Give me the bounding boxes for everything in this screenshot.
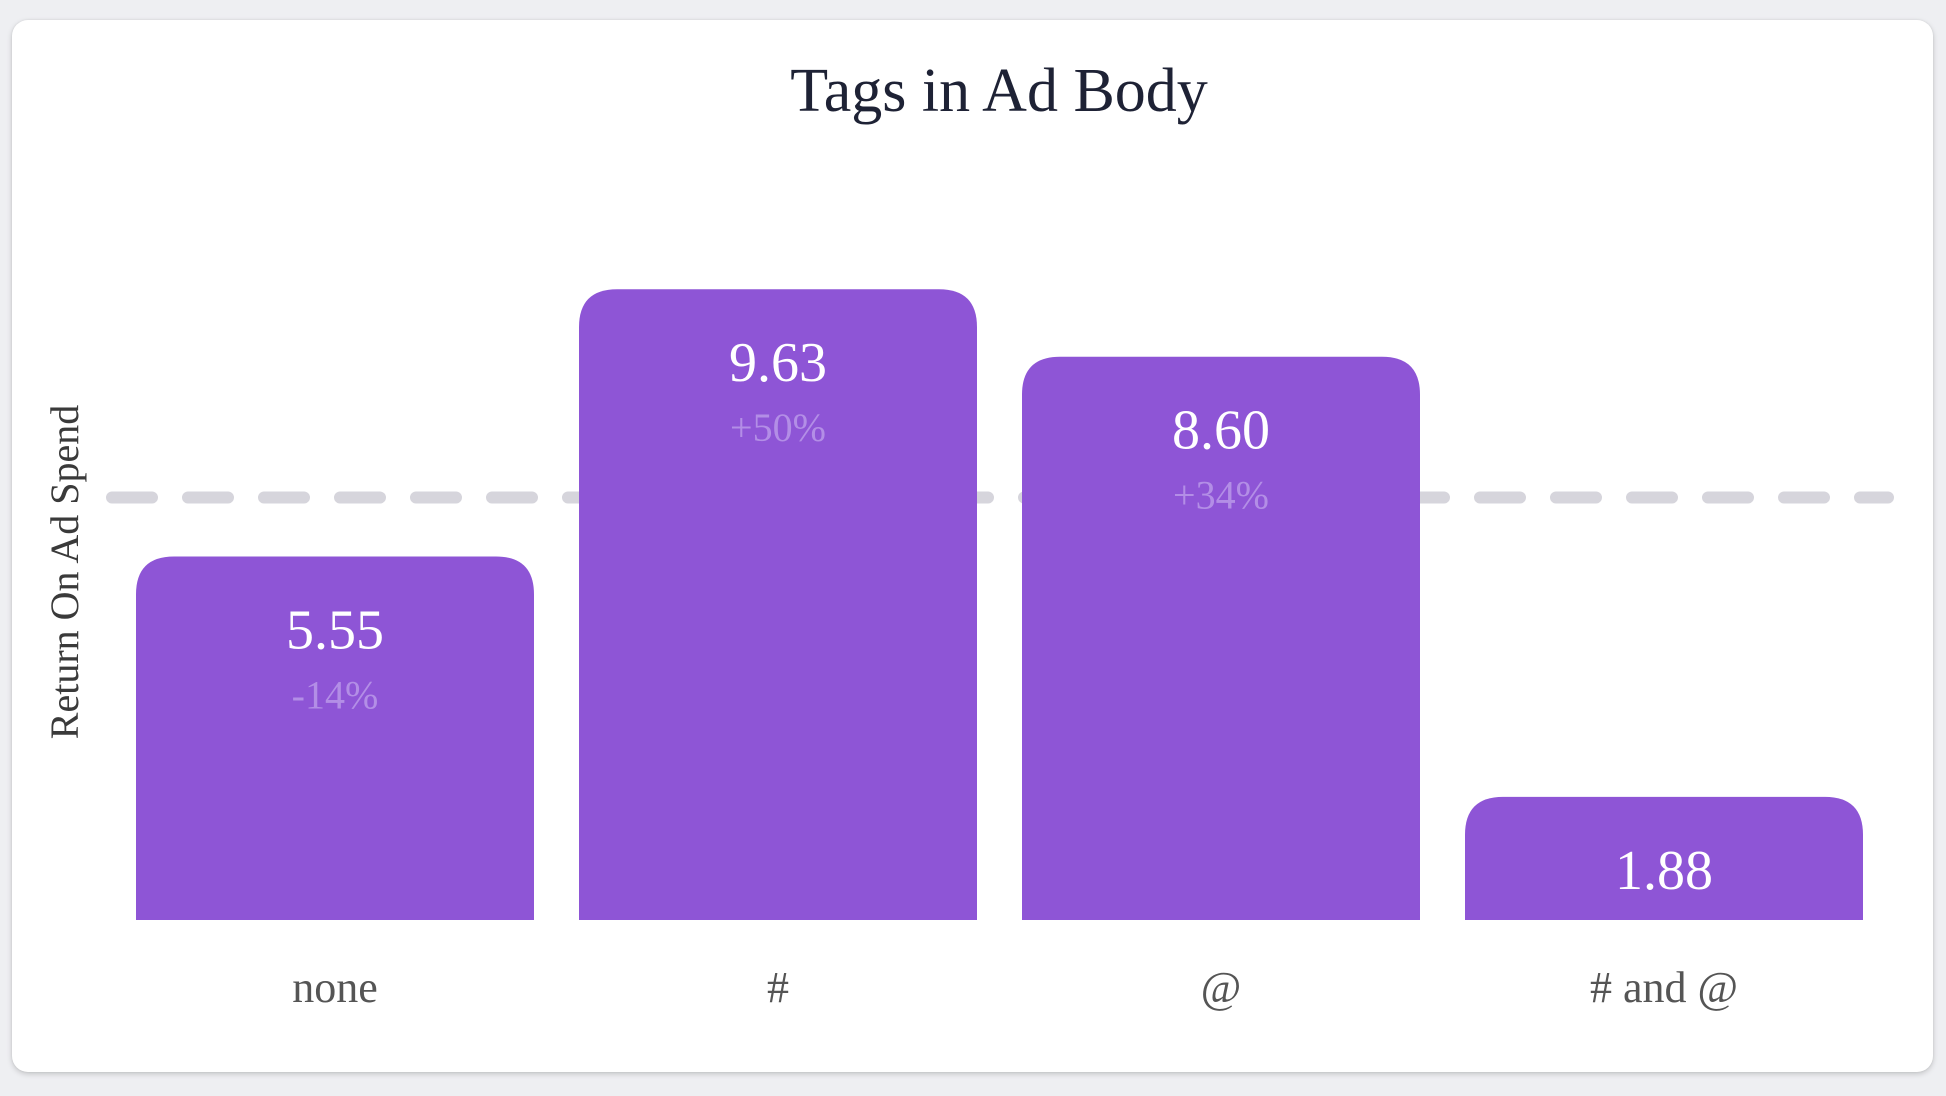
bar-value-label: 9.63 (729, 332, 827, 394)
bar-value-label: 5.55 (286, 599, 384, 661)
bar-change-label: -71% (1621, 913, 1708, 958)
bar-change-label: +50% (730, 405, 826, 450)
bar-value-label: 1.88 (1615, 840, 1713, 902)
bar-chart: Tags in Ad Body Return On Ad Spend 5.55 -… (42, 57, 1894, 1012)
bar-0[interactable] (136, 556, 534, 920)
bar-1[interactable] (579, 289, 977, 920)
bar-change-label: -14% (292, 672, 379, 717)
category-label: none (292, 963, 378, 1012)
category-label: @ (1201, 963, 1242, 1012)
bar-3[interactable] (1465, 796, 1863, 920)
bar-2[interactable] (1022, 356, 1420, 920)
category-label: # and @ (1590, 963, 1738, 1012)
y-axis-label: Return On Ad Spend (42, 405, 87, 739)
category-label: # (767, 963, 789, 1012)
chart-card: Tags in Ad Body Return On Ad Spend 5.55 -… (12, 20, 1933, 1072)
bar-value-label: 8.60 (1172, 400, 1270, 462)
bar-labels-group: 5.55 -14% 9.63 +50% 8.60 +34% 1.88 -71% (286, 332, 1713, 958)
bars-group (136, 289, 1863, 920)
category-labels-group: none # @ # and @ (292, 963, 1738, 1012)
chart-title: Tags in Ad Body (790, 57, 1208, 125)
bar-change-label: +34% (1173, 473, 1269, 518)
